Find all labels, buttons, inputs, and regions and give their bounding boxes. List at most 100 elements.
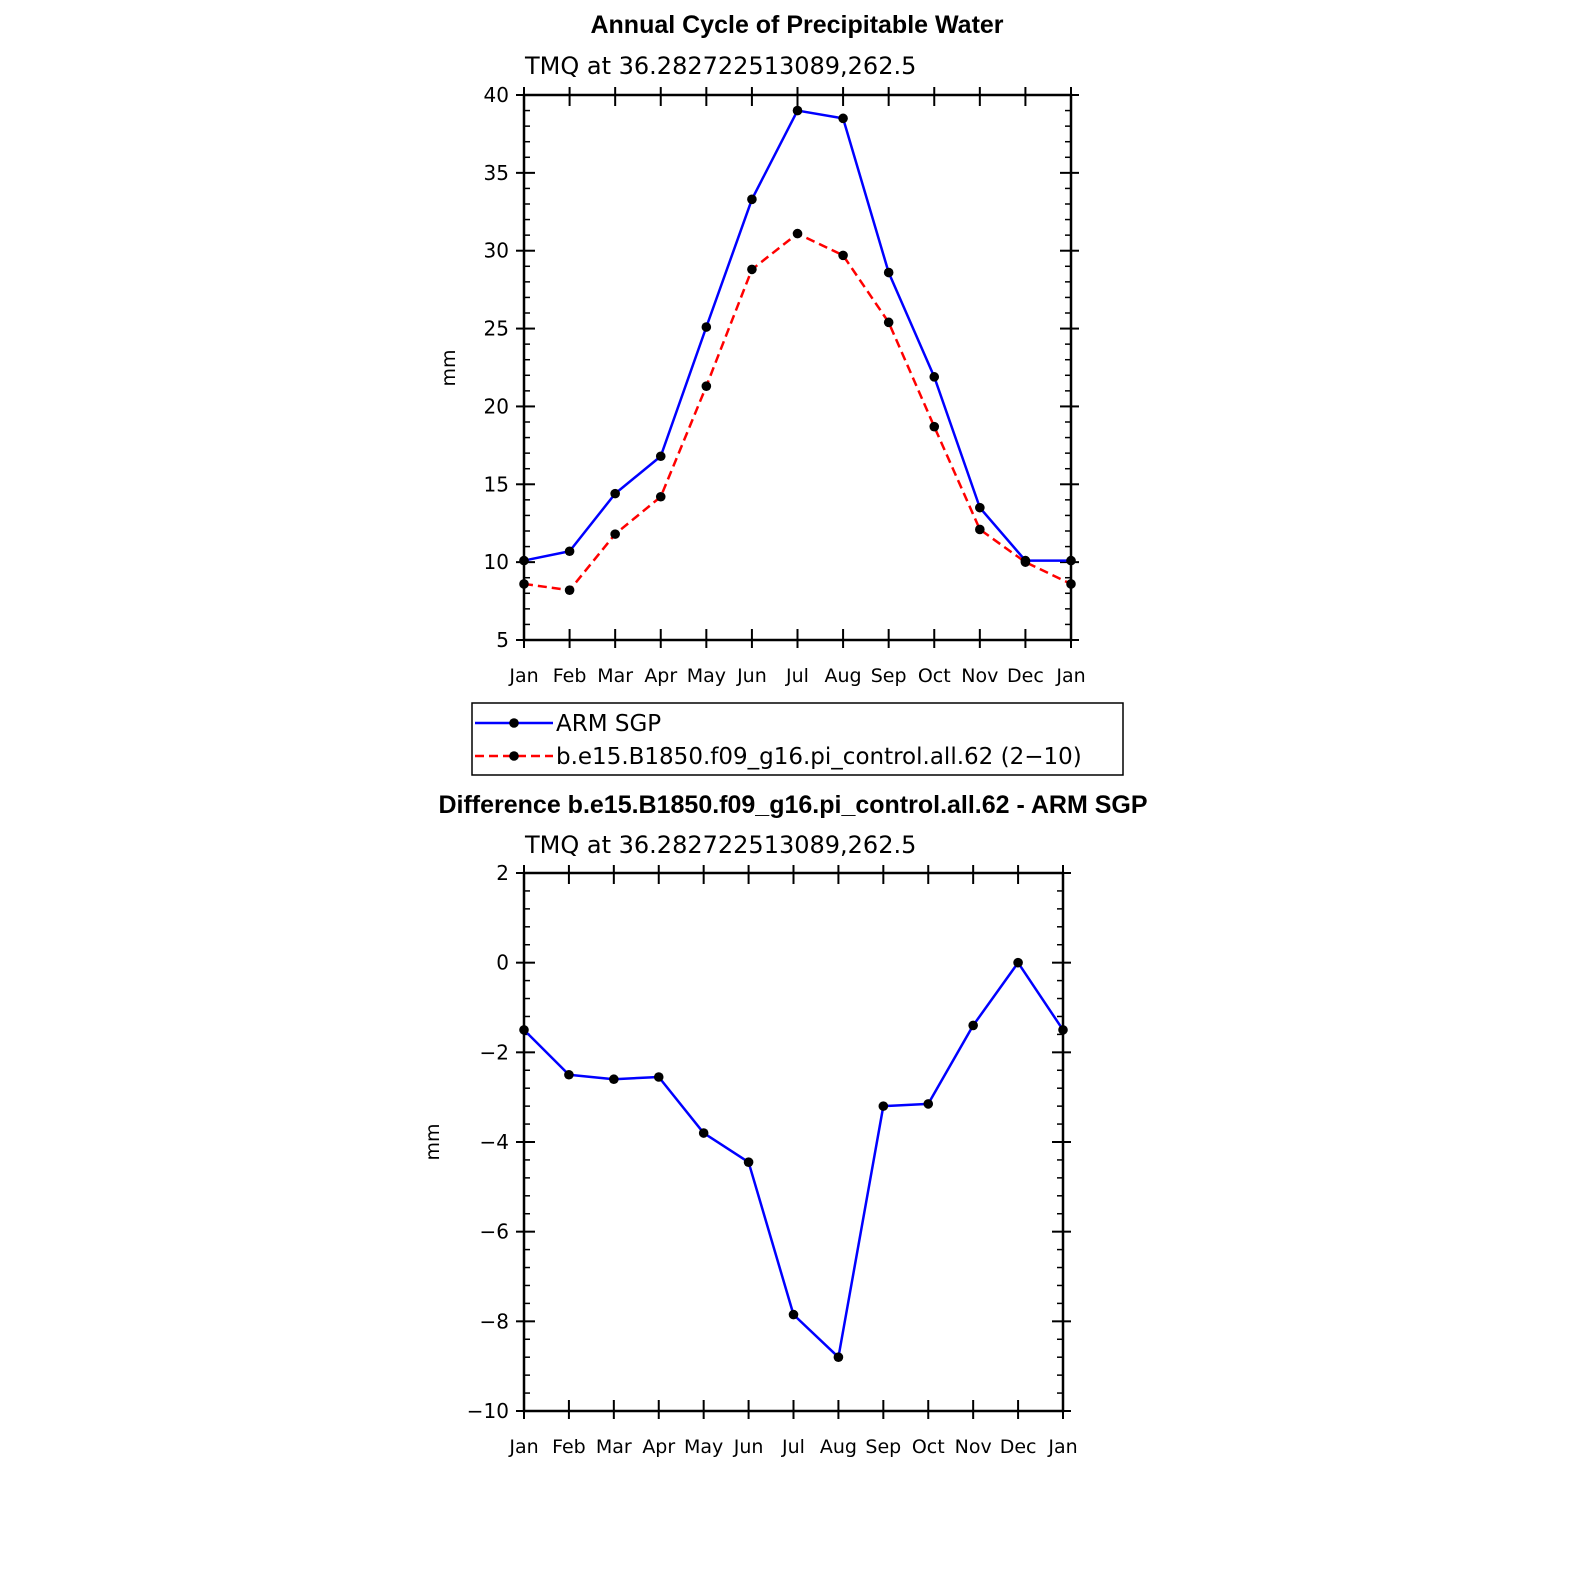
annual-cycle-data-point [610,488,620,499]
difference-x-tick-label: Jan [1047,1436,1077,1458]
difference-y-tick-label: −10 [467,1399,509,1423]
legend-model-marker [509,751,519,761]
annual-cycle-data-point [838,250,848,261]
difference-x-tick-label: Sep [865,1436,901,1458]
difference-x-tick-label: Apr [642,1436,675,1458]
annual-cycle-data-point [975,502,985,513]
annual-cycle-data-point [610,529,620,539]
difference-x-tick-label: Aug [820,1436,857,1458]
annual-cycle-data-point [883,267,894,278]
difference-title: Difference b.e15.B1850.f09_g16.pi_contro… [438,791,1147,819]
difference-plot-frame [522,871,1065,1413]
difference-data-point [564,1069,574,1080]
annual-cycle-x-tick-labels: Jan Feb Mar Apr May Jun Jul Aug Sep Oct Nov Dec Jan [508,665,1085,687]
annual-cycle-data-point [929,421,940,432]
annual-cycle-y-tick-label: 35 [484,161,509,185]
difference-x-tick-label: Jun [733,1436,764,1458]
annual-cycle-y-tick-label: 10 [484,550,509,574]
difference-series-line [523,961,1065,1359]
annual-cycle-series-line-1 [523,232,1072,592]
annual-cycle-data-point [655,451,666,462]
annual-cycle-data-point [564,546,575,557]
annual-cycle-x-tick-label: Jan [508,665,538,687]
annual-cycle-panel: Annual Cycle of Precipitable Water TMQ a… [438,11,1086,687]
difference-data-point [698,1128,709,1138]
legend-model-label: b.e15.B1850.f09_g16.pi_control.all.62 (2… [556,744,1082,770]
annual-cycle-data-points [519,105,1076,595]
difference-y-tick-label: 0 [496,951,509,975]
difference-data-point [1013,957,1023,968]
difference-series-line-0 [523,961,1065,1359]
annual-cycle-x-tick-label: Feb [553,665,587,687]
difference-x-tick-label: Mar [596,1436,632,1458]
annual-cycle-data-point [655,491,666,502]
difference-x-tick-label: Feb [552,1436,586,1458]
annual-cycle-x-tick-label: Apr [644,665,677,687]
difference-data-point [968,1020,978,1031]
annual-cycle-y-tick-label: 15 [484,472,509,496]
annual-cycle-data-point [747,194,757,205]
difference-y-axis-label: mm [422,1123,444,1160]
difference-y-tick-label: −6 [480,1220,509,1244]
difference-data-point [788,1309,799,1320]
annual-cycle-y-axis-label: mm [438,349,460,386]
annual-cycle-x-tick-label: Dec [1007,665,1044,687]
annual-cycle-data-point [792,105,803,116]
difference-data-point [923,1099,934,1109]
annual-cycle-x-tick-label: Sep [871,665,907,687]
legend-arm-sgp-label: ARM SGP [556,711,661,737]
legend: ARM SGP b.e15.B1850.f09_g16.pi_control.a… [471,702,1124,776]
difference-subtitle: TMQ at 36.282722513089,262.5 [524,831,916,859]
annual-cycle-y-tick-label: 30 [484,239,509,263]
annual-cycle-x-tick-label: Mar [597,665,633,687]
difference-x-tick-label: Oct [912,1436,945,1458]
difference-x-tick-label: Jan [508,1436,538,1458]
annual-cycle-x-tick-label: Aug [825,665,862,687]
difference-x-tick-labels: Jan Feb Mar Apr May Jun Jul Aug Sep Oct Nov Dec Jan [508,1436,1077,1458]
annual-cycle-x-tick-label: Jun [736,665,767,687]
annual-cycle-data-point [929,372,940,382]
difference-data-point [743,1157,754,1167]
annual-cycle-subtitle: TMQ at 36.282722513089,262.5 [524,52,916,80]
legend-box [471,702,1124,776]
difference-x-tick-label: Nov [955,1436,992,1458]
difference-y-tick-labels: 2 0 −2 −4 −6 −8 −10 [467,861,509,1423]
difference-data-point [878,1101,889,1111]
legend-arm-sgp-marker [509,718,519,728]
annual-cycle-x-tick-label: Nov [961,665,998,687]
difference-y-tick-label: −2 [480,1040,509,1064]
annual-cycle-plot-frame [522,93,1073,642]
annual-cycle-series-lines [523,109,1072,592]
annual-cycle-y-tick-labels: 5 10 15 20 25 30 35 40 [484,83,509,652]
annual-cycle-series-line-0 [523,109,1071,562]
annual-cycle-data-point [701,381,712,391]
difference-x-tick-label: Dec [1000,1436,1037,1458]
annual-cycle-data-point [883,317,894,328]
annual-cycle-title: Annual Cycle of Precipitable Water [590,11,1003,39]
annual-cycle-data-point [975,524,985,535]
difference-data-points [519,957,1068,1362]
annual-cycle-data-point [838,113,848,124]
annual-cycle-data-point [701,322,712,332]
difference-y-tick-label: −4 [480,1130,509,1154]
difference-x-tick-label: May [684,1436,723,1458]
annual-cycle-y-tick-label: 20 [484,394,509,418]
difference-panel: Difference b.e15.B1850.f09_g16.pi_contro… [422,791,1148,1458]
difference-ticks [516,865,1071,1419]
difference-data-point [609,1074,619,1085]
annual-cycle-y-tick-label: 5 [496,628,509,652]
difference-y-tick-label: 2 [496,861,509,885]
annual-cycle-x-tick-label: Jul [785,665,809,687]
annual-cycle-data-point [747,264,757,275]
annual-cycle-data-point [564,585,575,595]
difference-x-tick-label: Jul [781,1436,805,1458]
annual-cycle-x-tick-label: Jan [1055,665,1085,687]
annual-cycle-y-tick-label: 40 [484,83,509,107]
difference-data-point [833,1352,844,1362]
annual-cycle-ticks [516,87,1079,648]
difference-data-point [653,1072,664,1082]
annual-cycle-x-tick-label: Oct [918,665,951,687]
annual-cycle-y-tick-label: 25 [484,317,509,341]
